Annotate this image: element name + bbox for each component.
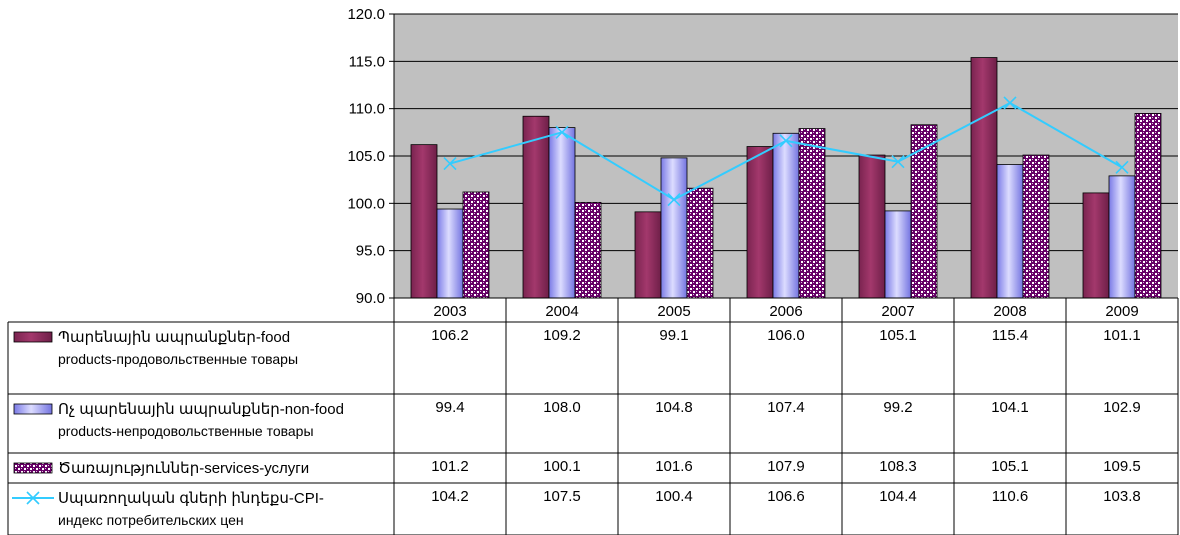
table-value: 99.4 — [435, 399, 464, 416]
bar-series-3 — [1134, 113, 1162, 299]
bar-series-1 — [970, 57, 998, 299]
table-value: 109.2 — [543, 327, 581, 344]
table-value: 108.3 — [879, 458, 917, 475]
bar-series-3 — [686, 187, 714, 299]
table-value: 104.8 — [655, 399, 693, 416]
cpi-point-marker — [1115, 160, 1129, 174]
bar-series-3 — [1022, 154, 1050, 299]
bar-series-3 — [574, 201, 602, 299]
bar-series-1 — [1082, 192, 1110, 299]
bar-series-1 — [522, 115, 550, 299]
cpi-point-marker — [891, 155, 905, 169]
y-tick-label: 90.0 — [356, 290, 385, 307]
cpi-point-marker — [1003, 96, 1017, 110]
bar-series-2 — [660, 157, 688, 299]
bar-series-2 — [436, 208, 464, 299]
y-tick-label: 120.0 — [347, 6, 385, 23]
table-value: 102.9 — [1103, 399, 1141, 416]
table-value: 101.2 — [431, 458, 469, 475]
table-value: 99.1 — [659, 327, 688, 344]
bars — [410, 57, 1162, 299]
category-label: 2004 — [545, 303, 578, 320]
category-label: 2003 — [433, 303, 466, 320]
bar-series-3 — [910, 124, 938, 299]
series-name-line1: Պարենային ապրանքներ-food — [58, 329, 290, 346]
table-value: 115.4 — [992, 327, 1028, 344]
table-value: 106.6 — [767, 488, 805, 505]
bar-series-2 — [1108, 175, 1136, 299]
y-tick-label: 95.0 — [356, 243, 385, 260]
table-value: 110.6 — [992, 488, 1028, 505]
legend-key-3 — [13, 462, 53, 474]
bar-series-2 — [548, 127, 576, 299]
bar-series-2 — [772, 132, 800, 299]
y-tick-label: 105.0 — [347, 148, 385, 165]
table-value: 105.1 — [879, 327, 917, 344]
legend-key-2 — [13, 403, 53, 415]
table-value: 104.4 — [879, 488, 917, 505]
cpi-line — [443, 96, 1129, 207]
y-tick-label: 115.0 — [349, 53, 385, 70]
series-name-line2: products-непродовольственные товары — [58, 423, 314, 439]
table-value: 107.5 — [543, 488, 581, 505]
table-value: 107.4 — [767, 399, 805, 416]
cpi-point-marker — [443, 157, 457, 171]
table-value: 99.2 — [883, 399, 912, 416]
table-value: 107.9 — [767, 458, 805, 475]
table-value: 104.2 — [431, 488, 469, 505]
series-name-line2: products-продовольственные товары — [58, 351, 298, 367]
bar-series-2 — [884, 210, 912, 299]
category-label: 2008 — [993, 303, 1026, 320]
bar-series-3 — [798, 128, 826, 299]
table-value: 109.5 — [1103, 458, 1141, 475]
cpi-point-marker — [667, 192, 681, 207]
series-name-line1: Ծառայություններ-services-услуги — [58, 460, 309, 477]
table-value: 106.0 — [767, 327, 805, 344]
category-label: 2007 — [881, 303, 914, 320]
table-value: 100.4 — [655, 488, 693, 505]
table-value: 101.6 — [655, 458, 693, 475]
series-name-line2: индекс потребительских цен — [58, 512, 244, 528]
y-tick-label: 100.0 — [347, 195, 385, 212]
y-axis: 90.0 95.0 100.0 105.0 110.0 115.0 120.0 — [347, 6, 395, 307]
bar-series-2 — [996, 164, 1024, 299]
series-name-line1: Ոչ պարենային ապրանքներ-non-food — [58, 401, 344, 418]
bar-series-1 — [746, 146, 774, 299]
table-value: 106.2 — [431, 327, 469, 344]
category-label: 2005 — [657, 303, 690, 320]
table-value: 103.8 — [1103, 488, 1141, 505]
data-table: 2003 2004 2005 2006 2007 2008 2009 Պարենային ապ… — [7, 297, 1179, 535]
bar-series-3 — [462, 191, 490, 299]
table-value: 100.1 — [543, 458, 581, 475]
bar-series-1 — [410, 144, 438, 299]
table-value: 104.1 — [991, 399, 1029, 416]
cpi-point-marker — [555, 125, 569, 139]
bar-series-1 — [634, 211, 662, 299]
y-tick-label: 110.0 — [349, 101, 385, 118]
table-value: 105.1 — [991, 458, 1029, 475]
cpi-point-marker — [779, 134, 793, 148]
category-label: 2009 — [1105, 303, 1138, 320]
legend-key-marker — [26, 491, 40, 505]
category-label: 2006 — [769, 303, 802, 320]
bar-series-1 — [858, 154, 886, 299]
table-value: 101.1 — [1103, 327, 1141, 344]
series-name-line1: Սպառողական գների ինդեքս-CPI- — [58, 490, 324, 507]
table-value: 108.0 — [543, 399, 581, 416]
legend-key-1 — [13, 331, 53, 343]
